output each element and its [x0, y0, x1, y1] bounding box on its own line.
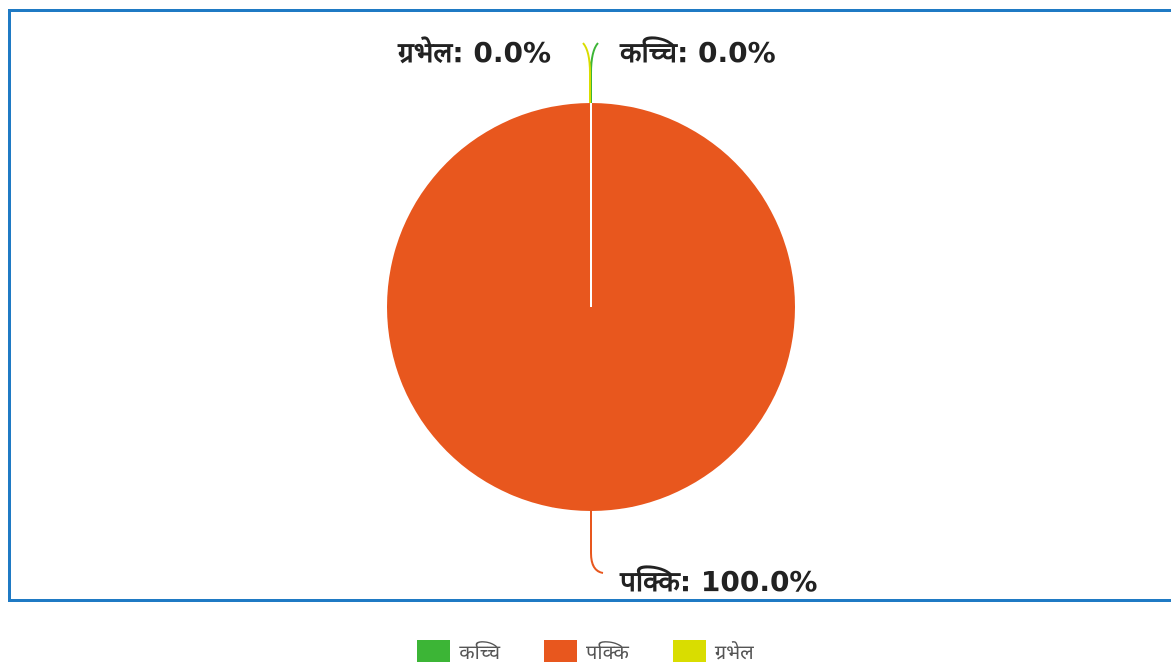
legend-item-grabhel[interactable]: ग्रभेल: [672, 638, 754, 665]
legend-swatch-pakki: [544, 640, 578, 662]
leader-line-grabhel: [582, 42, 591, 103]
legend-swatch-grabhel: [672, 640, 706, 662]
legend-swatch-kachchi: [417, 640, 451, 662]
leader-line-kachchi: [590, 42, 599, 103]
leader-line-pakki: [590, 511, 604, 574]
data-label-kachchi: कच्चि: 0.0%: [619, 36, 776, 69]
legend-label-kachchi: कच्चि: [459, 639, 501, 664]
legend-label-grabhel: ग्रभेल: [714, 639, 754, 664]
legend-label-pakki: पक्कि: [586, 639, 629, 664]
chart-frame: [8, 9, 1171, 602]
legend-item-pakki[interactable]: पक्कि: [544, 638, 629, 665]
legend: कच्चि पक्कि ग्रभेल: [0, 636, 1171, 666]
data-label-grabhel: ग्रभेल: 0.0%: [397, 36, 551, 69]
data-label-pakki: पक्कि: 100.0%: [619, 565, 818, 598]
legend-item-kachchi[interactable]: कच्चि: [417, 638, 500, 665]
